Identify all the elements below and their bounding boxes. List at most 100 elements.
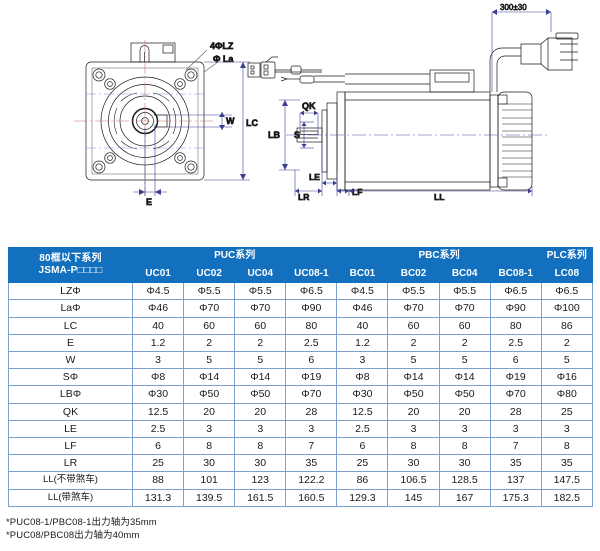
footnotes: *PUC08-1/PBC08-1出力轴为35mm *PUC08/PBC08出力轴… xyxy=(6,516,157,542)
row-label-lr: LR xyxy=(8,454,133,473)
cell: Φ14 xyxy=(183,368,236,387)
cell: Φ50 xyxy=(387,385,440,404)
cell: 86 xyxy=(336,471,389,490)
cell: 5 xyxy=(540,351,593,370)
cell: Φ6.5 xyxy=(489,282,542,301)
cell: 6 xyxy=(131,437,185,456)
table-row: LF 6 8 8 7 6 8 8 7 8 xyxy=(8,437,593,456)
cell: 3 xyxy=(131,351,185,370)
row-label-w: W xyxy=(8,351,133,370)
cell: 30 xyxy=(438,454,491,473)
column-header-bc04: BC04 xyxy=(438,264,491,284)
cell: 80 xyxy=(285,316,338,335)
cell: Φ5.5 xyxy=(183,282,236,301)
cell: 8 xyxy=(234,437,287,456)
row-label-s: SΦ xyxy=(8,368,133,387)
cell: 2 xyxy=(438,333,491,353)
cell: 2 xyxy=(183,333,236,353)
cell: 20 xyxy=(183,402,236,421)
cell: 30 xyxy=(183,454,236,473)
cell: Φ100 xyxy=(540,299,593,318)
cell: 25 xyxy=(540,402,593,421)
cell: 8 xyxy=(438,437,491,456)
cell: Φ5.5 xyxy=(387,282,440,301)
cell: Φ70 xyxy=(387,299,440,318)
cell: Φ70 xyxy=(489,385,542,404)
table-row: LZΦ Φ4.5 Φ5.5 Φ5.5 Φ6.5 Φ4.5 Φ5.5 Φ5.5 Φ… xyxy=(8,282,593,301)
table-row: W 3 5 5 6 3 5 5 6 5 xyxy=(8,351,593,370)
column-header-lc08: LC08 xyxy=(540,264,593,284)
lc-dimension-label: LC xyxy=(246,118,258,128)
table-row: LL(不带煞车) 88 101 123 122.2 86 106.5 128.5… xyxy=(8,471,593,490)
cell: 6 xyxy=(285,351,338,370)
cell: 7 xyxy=(285,437,338,456)
footnote-2: *PUC08/PBC08出力轴为40mm xyxy=(6,530,140,541)
row-label-la: LaΦ xyxy=(8,299,133,318)
cell: Φ50 xyxy=(234,385,287,404)
group-header-pbc: PBC系列 xyxy=(336,246,542,266)
pilot-callout-label: Φ La xyxy=(213,54,234,64)
cell: 182.5 xyxy=(540,488,593,507)
cell: Φ46 xyxy=(131,299,185,318)
cell: 7 xyxy=(489,437,542,456)
column-header-uc01: UC01 xyxy=(131,264,185,284)
cable-length-label: 300±30 xyxy=(500,3,527,12)
table-row: LBΦ Φ30 Φ50 Φ50 Φ70 Φ30 Φ50 Φ50 Φ70 Φ80 xyxy=(8,385,593,404)
cell: 122.2 xyxy=(285,471,338,490)
cell: Φ70 xyxy=(438,299,491,318)
table-row: LaΦ Φ46 Φ70 Φ70 Φ90 Φ46 Φ70 Φ70 Φ90 Φ100 xyxy=(8,299,593,318)
cell: 2.5 xyxy=(336,419,389,439)
cell: Φ50 xyxy=(183,385,236,404)
row-label-le: LE xyxy=(8,419,133,439)
spec-table-container: 80框以下系列 JSMA-P□□□□ PUC系列 PBC系列 PLC系列 UC0… xyxy=(8,246,593,507)
cell: Φ8 xyxy=(131,368,185,387)
column-header-uc04: UC04 xyxy=(234,264,287,284)
cell: 5 xyxy=(234,351,287,370)
cell: 6 xyxy=(489,351,542,370)
cell: 40 xyxy=(131,316,185,335)
small-connector-symbol xyxy=(247,56,322,79)
cell: 3 xyxy=(285,419,338,439)
cell: 145 xyxy=(387,488,440,507)
table-row: LC 40 60 60 80 40 60 60 80 86 xyxy=(8,316,593,335)
cell: 20 xyxy=(234,402,287,421)
cell: 35 xyxy=(540,454,593,473)
cell: 80 xyxy=(489,316,542,335)
cell: 40 xyxy=(336,316,389,335)
table-row: QK 12.5 20 20 28 12.5 20 20 28 25 xyxy=(8,402,593,421)
cell: Φ16 xyxy=(540,368,593,387)
cell: 139.5 xyxy=(183,488,236,507)
cell: 2 xyxy=(234,333,287,353)
footnote-1: *PUC08-1/PBC08-1出力轴为35mm xyxy=(6,517,157,528)
row-label-lc: LC xyxy=(8,316,133,335)
cell: Φ80 xyxy=(540,385,593,404)
table-corner-header: 80框以下系列 JSMA-P□□□□ xyxy=(8,246,133,284)
cell: 123 xyxy=(234,471,287,490)
cell: 161.5 xyxy=(234,488,287,507)
motor-side-view xyxy=(280,69,533,191)
table-row: E 1.2 2 2 2.5 1.2 2 2 2.5 2 xyxy=(8,333,593,353)
cell: 60 xyxy=(183,316,236,335)
cell: 101 xyxy=(183,471,236,490)
row-label-lf: LF xyxy=(8,437,133,456)
corner-line-2: JSMA-P□□□□ xyxy=(38,265,103,277)
cell: 5 xyxy=(387,351,440,370)
group-header-puc: PUC系列 xyxy=(131,246,338,266)
cell: 175.3 xyxy=(489,488,542,507)
row-label-lb: LBΦ xyxy=(8,385,133,404)
cell: Φ4.5 xyxy=(336,282,389,301)
cell: 131.3 xyxy=(131,488,185,507)
table-row: LE 2.5 3 3 3 2.5 3 3 3 3 xyxy=(8,419,593,439)
row-label-e: E xyxy=(8,333,133,353)
row-label-ll-no-brake: LL(不带煞车) xyxy=(8,471,133,490)
table-group-header-row: 80框以下系列 JSMA-P□□□□ PUC系列 PBC系列 PLC系列 xyxy=(8,246,593,284)
cell: Φ14 xyxy=(438,368,491,387)
column-header-bc08-1: BC08-1 xyxy=(489,264,542,284)
cell: 88 xyxy=(131,471,185,490)
w-dimension-label: W xyxy=(226,116,235,126)
row-label-lz: LZΦ xyxy=(8,282,133,301)
cell: 86 xyxy=(540,316,593,335)
cell: Φ14 xyxy=(387,368,440,387)
cell: Φ6.5 xyxy=(540,282,593,301)
cell: 28 xyxy=(489,402,542,421)
